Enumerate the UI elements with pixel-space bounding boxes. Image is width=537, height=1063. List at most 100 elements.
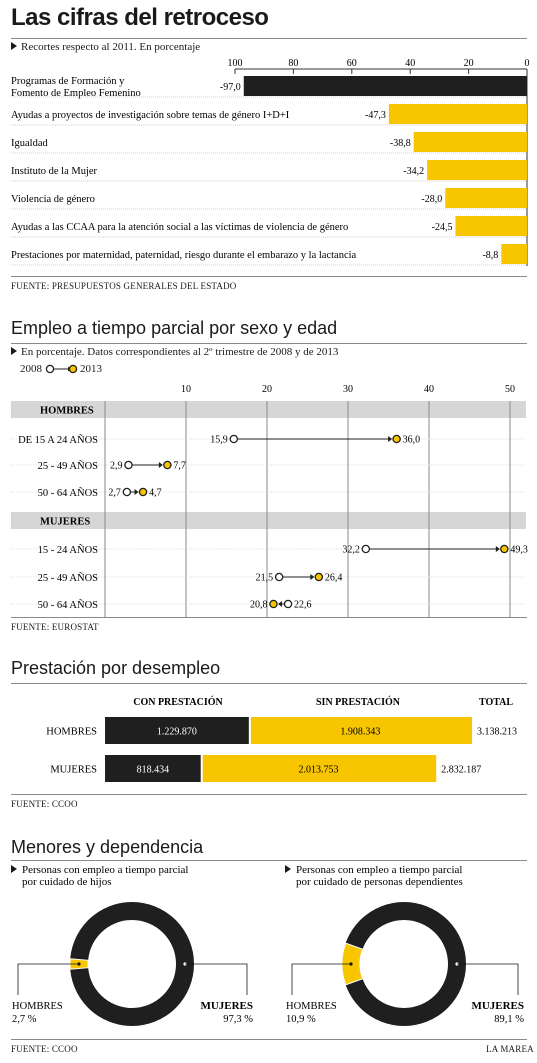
parttime-arrowhead bbox=[310, 574, 315, 580]
title-divider bbox=[11, 38, 527, 39]
unemployment-value-con: 818.434 bbox=[137, 765, 170, 776]
cuts-source: FUENTE: PRESUPUESTOS GENERALES DEL ESTAD… bbox=[11, 281, 237, 291]
parttime-x-tick-label: 40 bbox=[424, 384, 434, 395]
parttime-label-2013: 49,3 bbox=[510, 545, 527, 556]
parttime-x-tick-label: 50 bbox=[505, 384, 515, 395]
parttime-row-label: 15 - 24 AÑOS bbox=[38, 544, 99, 556]
cuts-x-tick-label: 0 bbox=[525, 58, 530, 69]
triangle-bullet-icon bbox=[11, 347, 17, 355]
cuts-bar bbox=[427, 160, 527, 180]
parttime-source: FUENTE: EUROSTAT bbox=[11, 622, 99, 632]
dependency-title: Menores y dependencia bbox=[11, 837, 204, 857]
cuts-category-label: Fomento de Empleo Femenino bbox=[11, 88, 141, 99]
publisher-credit: LA MAREA bbox=[486, 1044, 534, 1054]
unemployment-bar-con bbox=[105, 717, 249, 744]
unemployment-header-con: CON PRESTACIÓN bbox=[133, 696, 223, 708]
dependency-divider bbox=[11, 860, 527, 861]
unemployment-header-total: TOTAL bbox=[479, 697, 513, 708]
dependency-subtitle-line: por cuidado de personas dependientes bbox=[296, 876, 463, 888]
cuts-category-label: Ayudas a proyectos de investigación sobr… bbox=[11, 110, 290, 121]
parttime-subtitle: En porcentaje. Datos correspondientes al… bbox=[11, 346, 338, 358]
parttime-point-2008 bbox=[283, 599, 293, 609]
unemployment-divider bbox=[11, 683, 527, 684]
dependency-subtitle-line: Personas con empleo a tiempo parcial bbox=[22, 864, 188, 876]
cuts-x-tick-label: 80 bbox=[288, 58, 298, 69]
unemployment-value-sin: 2.013.753 bbox=[298, 765, 338, 776]
legend-2008-label: 2008 bbox=[20, 363, 42, 375]
parttime-arrowhead bbox=[495, 546, 500, 552]
cuts-category-label: Programas de Formación y bbox=[11, 76, 125, 87]
unemployment-chart: CON PRESTACIÓN SIN PRESTACIÓN TOTAL HOMBRES… bbox=[46, 696, 517, 782]
cuts-bar bbox=[445, 188, 527, 208]
parttime-label-2008: 22,6 bbox=[294, 600, 312, 611]
parttime-subtitle-text: En porcentaje. Datos correspondientes al… bbox=[21, 346, 339, 358]
parttime-row-label: DE 15 A 24 AÑOS bbox=[18, 434, 98, 446]
donut-leader-line bbox=[17, 963, 79, 995]
dependency-charts: Personas con empleo a tiempo parcialpor … bbox=[11, 864, 524, 1026]
parttime-row-label: 50 - 64 AÑOS bbox=[38, 487, 99, 499]
unemployment-total-value: 2.832.187 bbox=[441, 765, 481, 776]
dependency-source: FUENTE: CCOO bbox=[11, 1044, 78, 1054]
unemployment-total-value: 3.138.213 bbox=[477, 727, 517, 738]
parttime-legend: 2008 2013 bbox=[20, 363, 102, 375]
donut-label-mujeres: MUJERES bbox=[471, 1000, 524, 1012]
donut-value-hombres: 2,7 % bbox=[12, 1014, 37, 1025]
parttime-divider bbox=[11, 343, 527, 344]
unemployment-bar-sin bbox=[250, 717, 472, 744]
parttime-bottom-rule bbox=[11, 617, 527, 618]
parttime-label-2013: 26,4 bbox=[325, 573, 343, 584]
parttime-row-label: 25 - 49 AÑOS bbox=[38, 572, 99, 584]
parttime-group-label: MUJERES bbox=[40, 517, 90, 528]
triangle-bullet-icon bbox=[11, 865, 17, 873]
parttime-x-tick-label: 10 bbox=[181, 384, 191, 395]
parttime-label-2013: 4,7 bbox=[149, 488, 162, 499]
dependency-bottom-rule bbox=[11, 1039, 527, 1040]
cuts-bar bbox=[243, 76, 527, 96]
cuts-bottom-rule bbox=[11, 276, 527, 277]
parttime-point-2008 bbox=[274, 572, 284, 582]
cuts-x-tick-label: 60 bbox=[347, 58, 357, 69]
donut-leader-line bbox=[291, 963, 351, 995]
parttime-point-2013 bbox=[163, 460, 172, 470]
cuts-x-tick-label: 100 bbox=[228, 58, 243, 69]
parttime-point-2008 bbox=[229, 434, 239, 444]
donut-leader-line bbox=[185, 963, 248, 995]
donut-slice-mujeres bbox=[70, 902, 194, 1026]
parttime-arrowhead bbox=[158, 462, 163, 468]
cuts-subtitle: Recortes respecto al 2011. En porcentaje bbox=[11, 41, 200, 53]
cuts-value-label: -28,0 bbox=[421, 194, 442, 205]
donut-value-hombres: 10,9 % bbox=[286, 1014, 316, 1025]
unemployment-bar-con bbox=[105, 755, 201, 782]
parttime-point-2013 bbox=[500, 544, 509, 554]
cuts-value-label: -34,2 bbox=[403, 166, 424, 177]
cuts-chart: 100 80 60 40 20 0 Programas de Formación yFome… bbox=[11, 58, 530, 266]
unemployment-bottom-rule bbox=[11, 794, 527, 795]
cuts-category-label: Ayudas a las CCAA para la atención socia… bbox=[11, 222, 348, 233]
parttime-point-2008 bbox=[361, 544, 371, 554]
parttime-point-2008 bbox=[122, 487, 132, 497]
unemployment-title: Prestación por desempleo bbox=[11, 658, 221, 678]
cuts-x-tick-label: 20 bbox=[464, 58, 474, 69]
parttime-arrowhead bbox=[277, 601, 282, 607]
unemployment-category-label: HOMBRES bbox=[46, 727, 97, 738]
donut-label-hombres: HOMBRES bbox=[286, 1001, 337, 1012]
cuts-category-label: Instituto de la Mujer bbox=[11, 166, 98, 177]
parttime-x-tick-label: 20 bbox=[262, 384, 272, 395]
parttime-point-2013 bbox=[392, 434, 401, 444]
unemployment-value-con: 1.229.870 bbox=[157, 727, 197, 738]
parttime-title: Empleo a tiempo parcial por sexo y edad bbox=[11, 318, 338, 338]
donut-leader-line bbox=[457, 963, 519, 995]
parttime-row-label: 25 - 49 AÑOS bbox=[38, 460, 99, 472]
dependency-subtitle-line: por cuidado de hijos bbox=[22, 876, 112, 888]
unemployment-header-sin: SIN PRESTACIÓN bbox=[316, 696, 401, 708]
parttime-label-2008: 32,2 bbox=[342, 545, 360, 556]
cuts-bar bbox=[455, 216, 527, 236]
cuts-category-label: Prestaciones por maternidad, paternidad,… bbox=[11, 250, 357, 261]
cuts-value-label: -47,3 bbox=[365, 110, 386, 121]
parttime-arrowhead bbox=[134, 489, 139, 495]
unemployment-bar-sin bbox=[202, 755, 437, 782]
parttime-point-2013 bbox=[138, 487, 148, 497]
parttime-point-2008 bbox=[124, 460, 133, 470]
unemployment-value-sin: 1.908.343 bbox=[340, 727, 380, 738]
cuts-bar bbox=[388, 104, 527, 124]
